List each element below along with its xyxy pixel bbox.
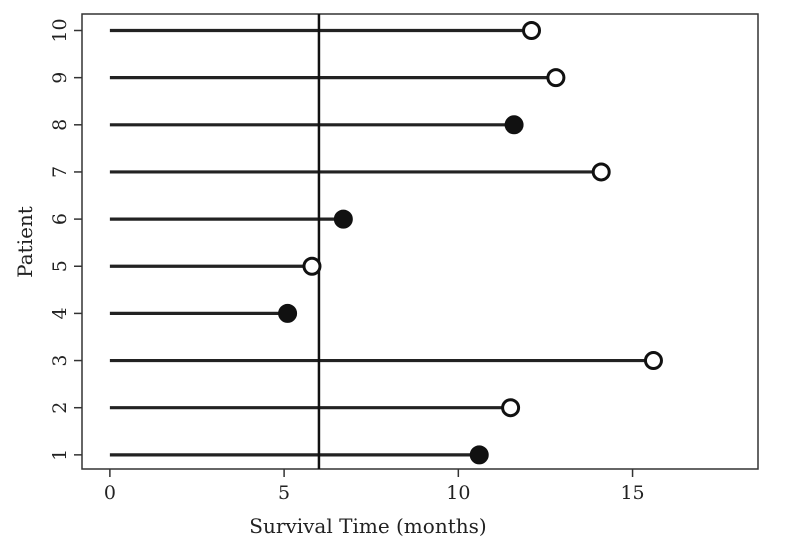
censored-marker-10 <box>522 21 542 41</box>
patient-markers <box>278 21 663 465</box>
death-marker-6 <box>333 209 353 229</box>
y-tick-label: 5 <box>49 260 71 272</box>
y-axis-title: Patient <box>13 206 37 278</box>
y-tick-label: 9 <box>49 72 71 84</box>
death-marker-8 <box>504 115 524 135</box>
death-marker-4 <box>278 303 298 323</box>
censored-marker-9 <box>546 68 566 88</box>
x-axis-title: Survival Time (months) <box>249 514 486 538</box>
x-tick-label: 15 <box>620 482 644 504</box>
death-marker-1 <box>469 445 489 465</box>
y-tick-label: 1 <box>49 449 71 461</box>
y-axis: 1 2 3 4 5 6 7 8 9 10 <box>49 18 82 461</box>
censored-marker-5 <box>302 256 322 276</box>
y-tick-label: 8 <box>49 119 71 131</box>
censored-marker-2 <box>501 398 521 418</box>
y-tick-label: 6 <box>49 213 71 225</box>
y-tick-label: 10 <box>49 18 71 42</box>
y-tick-label: 7 <box>49 166 71 178</box>
x-tick-label: 5 <box>278 482 290 504</box>
x-tick-label: 10 <box>446 482 470 504</box>
censored-marker-7 <box>591 162 611 182</box>
plot-frame <box>81 13 759 470</box>
y-tick-label: 3 <box>49 355 71 367</box>
patient-lines <box>109 28 654 457</box>
y-tick-label: 4 <box>49 307 71 319</box>
x-tick-label: 0 <box>104 482 116 504</box>
x-axis: 0 5 10 15 <box>104 469 645 504</box>
censored-marker-3 <box>643 351 663 371</box>
y-tick-label: 2 <box>49 402 71 414</box>
